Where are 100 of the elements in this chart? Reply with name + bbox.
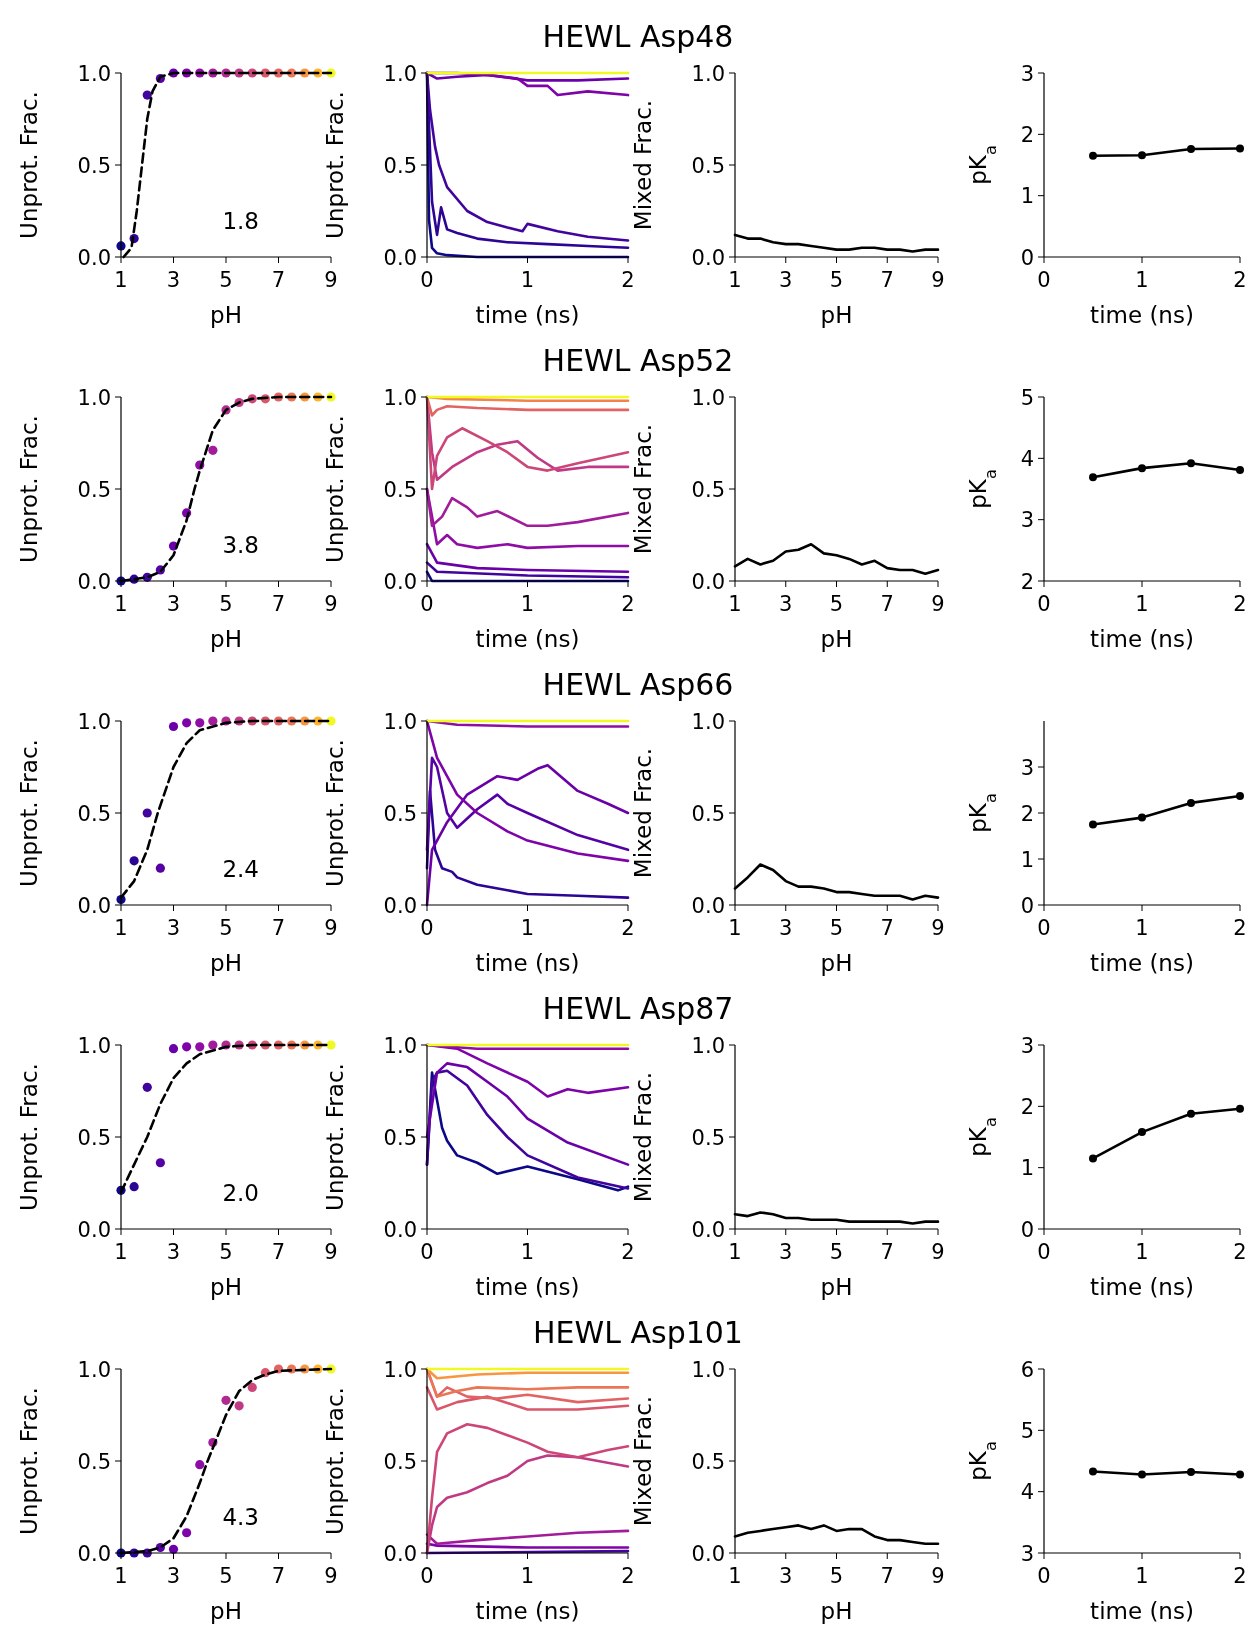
y-tick-label: 0.5: [77, 477, 111, 502]
x-tick-label: 7: [880, 916, 894, 940]
x-tick-label: 5: [219, 1564, 233, 1588]
y-tick-label: 0.5: [77, 153, 111, 178]
x-tick-label: 2: [621, 916, 635, 940]
y-tick-label: 0.0: [383, 1541, 417, 1566]
x-axis-title: pH: [210, 1598, 242, 1624]
y-tick-label: 5: [1020, 1418, 1034, 1443]
y-tick-label: 0.5: [691, 477, 725, 502]
y-axis-title: Unprot. Frac.: [322, 415, 348, 563]
y-tick-label: 1.0: [383, 1357, 417, 1382]
y-tick-label: 0.5: [77, 1125, 111, 1150]
x-tick-label: 7: [271, 268, 286, 292]
y-axis-title: Unprot. Frac.: [16, 415, 42, 563]
y-tick-label: 3: [1020, 508, 1034, 533]
x-tick-label: 9: [324, 1564, 338, 1588]
x-tick-label: 9: [931, 592, 945, 616]
x-tick-label: 9: [931, 916, 945, 940]
y-tick-label: 1.0: [383, 61, 417, 86]
y-tick-label: 0.5: [691, 1449, 725, 1474]
chart-title: HEWL Asp87: [542, 991, 734, 1026]
y-tick-label: 1.0: [77, 1033, 111, 1058]
y-tick-label: 0.5: [383, 801, 417, 826]
y-tick-label: 5: [1020, 385, 1034, 410]
x-tick-label: 0: [420, 1240, 434, 1264]
y-tick-label: 6: [1020, 1357, 1034, 1382]
y-tick-label: 0.5: [383, 1449, 417, 1474]
x-tick-label: 1: [728, 1564, 742, 1588]
x-tick-label: 1: [520, 592, 535, 616]
x-tick-label: 1: [114, 592, 128, 616]
x-tick-label: 3: [779, 268, 793, 292]
y-tick-label: 1: [1020, 1156, 1034, 1181]
x-tick-label: 1: [728, 268, 742, 292]
x-tick-label: 2: [1233, 1564, 1247, 1588]
y-tick-label: 0.5: [691, 801, 725, 826]
y-tick-label: 0.0: [383, 1217, 417, 1242]
y-tick-label: 1.0: [691, 61, 725, 86]
chart-title: HEWL Asp52: [542, 343, 734, 378]
x-axis-title: time (ns): [1090, 1274, 1194, 1300]
x-tick-label: 3: [166, 1240, 181, 1264]
y-tick-label: 0.0: [383, 245, 417, 270]
x-tick-label: 0: [1037, 592, 1051, 616]
x-tick-label: 0: [1037, 1564, 1051, 1588]
y-tick-label: 1: [1020, 184, 1034, 209]
y-tick-label: 0.0: [691, 569, 725, 594]
x-tick-label: 0: [420, 1564, 434, 1588]
y-axis-title: Unprot. Frac.: [16, 1063, 42, 1211]
y-tick-label: 1.0: [383, 709, 417, 734]
x-tick-label: 1: [728, 1240, 742, 1264]
x-tick-label: 5: [219, 592, 233, 616]
y-tick-label: 3: [1020, 1541, 1034, 1566]
x-tick-label: 7: [271, 592, 286, 616]
y-axis-title: Unprot. Frac.: [16, 91, 42, 239]
x-tick-label: 9: [931, 1240, 945, 1264]
x-tick-label: 1: [114, 916, 128, 940]
x-tick-label: 1: [728, 916, 742, 940]
x-axis-title: time (ns): [475, 1598, 580, 1624]
y-axis-title: Unprot. Frac.: [16, 739, 42, 887]
y-tick-label: 1.0: [691, 385, 725, 410]
x-tick-label: 2: [621, 268, 635, 292]
y-tick-label: 0.0: [691, 893, 725, 918]
y-axis-title: Mixed Frac.: [630, 1071, 656, 1203]
y-tick-label: 1.0: [77, 61, 111, 86]
y-tick-label: 0.0: [691, 1217, 725, 1242]
x-tick-label: 9: [324, 1240, 338, 1264]
y-tick-label: 1.0: [691, 1357, 725, 1382]
x-axis-title: time (ns): [1090, 626, 1194, 652]
x-tick-label: 7: [880, 268, 894, 292]
x-tick-label: 5: [829, 1564, 844, 1588]
annotation: 1.8: [222, 208, 259, 235]
y-tick-label: 0.0: [77, 893, 111, 918]
x-axis-title: pH: [820, 1274, 853, 1300]
x-tick-label: 1: [1135, 592, 1149, 616]
y-tick-label: 0.0: [77, 569, 111, 594]
y-axis-title: Mixed Frac.: [630, 1395, 656, 1527]
x-axis-title: pH: [210, 950, 242, 976]
y-tick-label: 0.5: [77, 801, 111, 826]
x-tick-label: 1: [520, 268, 535, 292]
y-axis-title: Mixed Frac.: [630, 99, 656, 231]
x-tick-label: 5: [829, 268, 844, 292]
x-tick-label: 7: [880, 1564, 894, 1588]
y-tick-label: 4: [1020, 446, 1034, 471]
x-tick-label: 3: [166, 1564, 181, 1588]
y-tick-label: 0.0: [691, 245, 725, 270]
y-axis-title: Unprot. Frac.: [322, 91, 348, 239]
x-axis-title: pH: [820, 1598, 853, 1624]
y-axis-title: Unprot. Frac.: [16, 1387, 42, 1535]
x-tick-label: 2: [621, 1240, 635, 1264]
x-tick-label: 9: [324, 268, 338, 292]
y-tick-label: 2: [1020, 1094, 1034, 1119]
x-axis-title: pH: [210, 626, 242, 652]
chart-title: HEWL Asp101: [533, 1315, 743, 1350]
x-tick-label: 1: [114, 1564, 128, 1588]
x-axis-title: time (ns): [1090, 1598, 1194, 1624]
y-tick-label: 0.0: [77, 245, 111, 270]
y-tick-label: 0.0: [77, 1217, 111, 1242]
y-tick-label: 0: [1020, 245, 1034, 270]
x-tick-label: 2: [1233, 1240, 1247, 1264]
y-tick-label: 1.0: [691, 1033, 725, 1058]
x-tick-label: 1: [1135, 1240, 1149, 1264]
